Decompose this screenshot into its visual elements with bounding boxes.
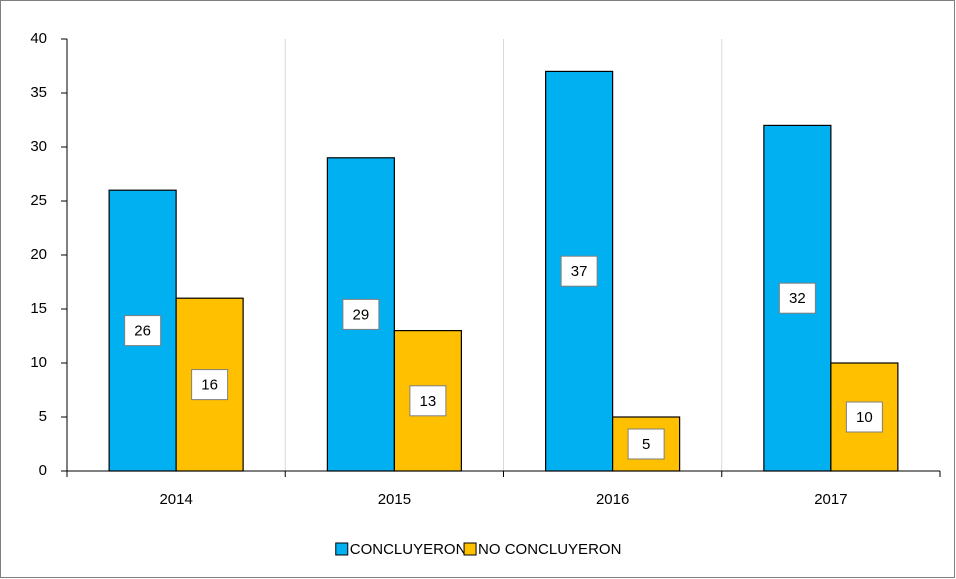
data-label: 5 xyxy=(642,436,650,453)
data-label: 16 xyxy=(201,377,218,394)
data-label-box xyxy=(342,298,380,330)
x-tick-label: 2014 xyxy=(159,491,192,508)
x-tick-label: 2015 xyxy=(378,491,411,508)
legend-swatch xyxy=(463,542,477,556)
data-label: 32 xyxy=(789,290,806,307)
legend-swatch xyxy=(335,542,349,556)
data-label-box xyxy=(124,315,162,347)
data-label-box xyxy=(627,428,665,460)
y-tick-label: 10 xyxy=(30,354,47,371)
data-label-box xyxy=(409,385,447,417)
x-tick-label: 2016 xyxy=(596,491,629,508)
y-tick-label: 35 xyxy=(30,84,47,101)
data-label: 26 xyxy=(134,323,151,340)
legend-label: NO CONCLUYERON xyxy=(478,541,621,558)
data-label: 10 xyxy=(856,409,873,426)
legend-label: CONCLUYERON xyxy=(350,541,467,558)
data-label-box xyxy=(191,369,229,401)
data-label: 13 xyxy=(420,393,437,410)
y-tick-label: 20 xyxy=(30,246,47,263)
x-tick-label: 2017 xyxy=(814,491,847,508)
data-label: 37 xyxy=(571,263,588,280)
y-tick-label: 15 xyxy=(30,300,47,317)
data-label-box xyxy=(560,255,598,287)
y-tick-label: 25 xyxy=(30,192,47,209)
data-label: 29 xyxy=(353,306,370,323)
y-tick-label: 5 xyxy=(39,408,47,425)
y-tick-label: 40 xyxy=(30,30,47,47)
y-tick-label: 30 xyxy=(30,138,47,155)
data-label-box xyxy=(778,282,816,314)
data-label-box xyxy=(845,401,883,433)
y-tick-label: 0 xyxy=(39,462,47,479)
